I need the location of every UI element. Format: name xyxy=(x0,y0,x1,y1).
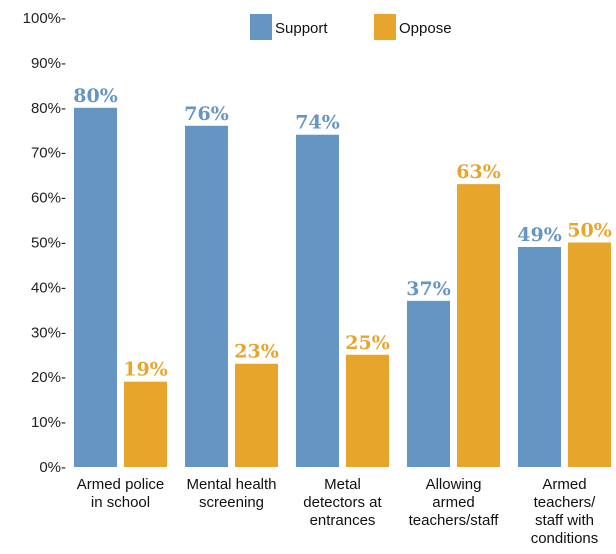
legend-label-oppose: Oppose xyxy=(399,20,452,37)
data-label-support-4: 49% xyxy=(517,224,562,246)
data-label-support-1: 76% xyxy=(184,103,229,125)
y-tick-label: 10%- xyxy=(31,414,66,431)
data-label-support-0: 80% xyxy=(73,85,118,107)
y-tick-label: 90%- xyxy=(31,55,66,72)
legend-swatch-oppose xyxy=(374,14,396,40)
y-tick-label: 20%- xyxy=(31,369,66,386)
x-tick-label: Allowing armed teachers/staff xyxy=(409,476,500,529)
bar-oppose-2 xyxy=(346,354,389,467)
y-tick-label: 0%- xyxy=(39,459,66,476)
y-tick-label: 40%- xyxy=(31,279,66,296)
x-axis: Armed police in school Mental health screen… xyxy=(77,476,599,547)
x-tick-label: Mental health screening xyxy=(186,476,276,511)
y-tick-label: 60%- xyxy=(31,190,66,207)
x-tick-label: Metal detectors at entrances xyxy=(303,476,382,529)
legend: Support Oppose xyxy=(250,14,452,40)
y-axis: 0%- 10%- 20%- 30%- 40%- 50%- 60%- 70%- 80%- 90%- 1… xyxy=(23,10,66,476)
data-label-oppose-3: 63% xyxy=(456,161,501,183)
data-label-oppose-1: 23% xyxy=(234,341,279,363)
bar-support-0 xyxy=(74,107,117,468)
legend-swatch-support xyxy=(250,14,272,40)
bars: 80% 19% 76% 23% 74% 25% 37% 63% 49% 50% xyxy=(73,85,612,468)
y-tick-label: 50%- xyxy=(31,235,66,252)
legend-label-support: Support xyxy=(275,20,328,37)
bar-support-3 xyxy=(407,300,450,467)
y-tick-label: 70%- xyxy=(31,145,66,162)
bar-support-1 xyxy=(185,125,228,467)
data-label-support-3: 37% xyxy=(406,278,451,300)
data-label-oppose-4: 50% xyxy=(567,220,612,242)
x-tick-label: Armed police in school xyxy=(77,476,165,511)
data-label-support-2: 74% xyxy=(295,112,340,134)
bar-oppose-1 xyxy=(235,363,278,467)
bar-support-2 xyxy=(296,134,339,468)
bar-support-4 xyxy=(518,246,561,467)
bar-oppose-4 xyxy=(568,242,611,467)
y-tick-label: 30%- xyxy=(31,324,66,341)
bar-oppose-0 xyxy=(124,381,167,467)
data-label-oppose-0: 19% xyxy=(123,359,168,381)
bar-oppose-3 xyxy=(457,184,500,467)
y-tick-label: 100%- xyxy=(23,10,66,27)
y-tick-label: 80%- xyxy=(31,100,66,117)
data-label-oppose-2: 25% xyxy=(345,332,390,354)
x-tick-label: Armed teachers/staff with conditions xyxy=(531,476,599,547)
